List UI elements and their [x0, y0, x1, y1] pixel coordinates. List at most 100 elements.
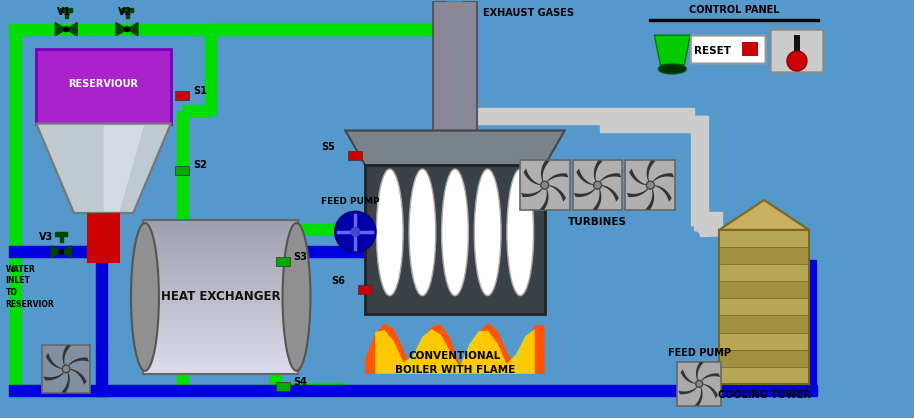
Bar — [275, 257, 290, 266]
Text: TURBINES: TURBINES — [569, 217, 627, 227]
Ellipse shape — [377, 169, 403, 296]
Bar — [600, 116, 699, 132]
Bar — [143, 320, 299, 329]
Polygon shape — [695, 387, 703, 406]
Bar — [366, 165, 545, 314]
Circle shape — [62, 365, 70, 373]
Bar — [719, 281, 809, 299]
Bar — [358, 285, 372, 294]
Bar — [143, 351, 299, 359]
Bar — [143, 220, 299, 229]
Polygon shape — [541, 161, 550, 181]
Polygon shape — [62, 345, 71, 365]
Bar — [677, 362, 721, 406]
Polygon shape — [66, 23, 77, 36]
Text: V3: V3 — [39, 232, 53, 242]
Bar — [143, 289, 299, 298]
Bar — [206, 29, 217, 114]
Text: HEAT EXCHANGER: HEAT EXCHANGER — [161, 291, 281, 303]
Bar — [59, 236, 63, 242]
Polygon shape — [51, 246, 61, 257]
Bar — [275, 246, 370, 257]
Bar — [143, 258, 299, 267]
Polygon shape — [627, 189, 648, 197]
Bar — [719, 230, 809, 247]
Bar — [143, 328, 299, 336]
Text: S2: S2 — [193, 160, 207, 170]
Circle shape — [696, 380, 703, 387]
Bar — [143, 266, 299, 275]
Bar — [719, 230, 809, 384]
Bar — [143, 359, 299, 367]
Ellipse shape — [409, 169, 436, 296]
Bar — [719, 316, 809, 333]
Bar — [183, 224, 282, 235]
Bar — [65, 12, 68, 18]
Polygon shape — [600, 173, 622, 182]
Text: RESET: RESET — [694, 46, 730, 56]
Text: S1: S1 — [193, 86, 207, 96]
Bar — [9, 24, 458, 35]
Bar — [742, 42, 758, 56]
Polygon shape — [646, 161, 655, 181]
Bar — [719, 332, 809, 350]
Ellipse shape — [658, 64, 686, 74]
Polygon shape — [127, 23, 138, 36]
Circle shape — [541, 181, 548, 189]
Bar — [650, 19, 819, 21]
Bar — [691, 116, 707, 225]
Text: FEED PUMP: FEED PUMP — [321, 197, 379, 206]
FancyBboxPatch shape — [691, 36, 766, 64]
Polygon shape — [69, 357, 89, 366]
Bar — [143, 305, 299, 314]
Circle shape — [59, 250, 63, 254]
Bar — [143, 297, 299, 306]
Bar — [9, 246, 114, 257]
Polygon shape — [577, 168, 593, 185]
Bar — [143, 243, 299, 252]
Bar — [121, 8, 133, 12]
Polygon shape — [376, 329, 535, 374]
Circle shape — [335, 212, 376, 252]
Circle shape — [124, 27, 130, 32]
Polygon shape — [116, 23, 127, 36]
Polygon shape — [103, 125, 143, 211]
Bar — [275, 224, 356, 235]
Bar — [143, 335, 299, 344]
Polygon shape — [696, 362, 704, 380]
Bar — [625, 161, 675, 210]
Polygon shape — [653, 173, 675, 182]
Bar — [10, 29, 21, 397]
Bar — [9, 385, 283, 396]
Bar — [719, 349, 809, 367]
Bar — [125, 12, 129, 18]
Polygon shape — [629, 168, 646, 185]
Text: CONTROL PANEL: CONTROL PANEL — [689, 5, 780, 15]
Text: COOLING TOWER: COOLING TOWER — [717, 390, 811, 400]
Bar — [55, 232, 68, 236]
Polygon shape — [443, 0, 467, 1]
Circle shape — [593, 181, 601, 189]
Polygon shape — [37, 124, 171, 213]
Bar — [88, 213, 120, 263]
Bar — [695, 212, 722, 228]
Polygon shape — [46, 353, 62, 369]
Text: EXHAUST GASES: EXHAUST GASES — [483, 8, 574, 18]
Polygon shape — [654, 35, 690, 65]
Ellipse shape — [441, 169, 468, 296]
Bar — [143, 251, 299, 260]
Bar — [719, 298, 809, 316]
Bar — [175, 91, 189, 100]
Ellipse shape — [474, 169, 501, 296]
Bar — [275, 382, 290, 391]
FancyBboxPatch shape — [771, 30, 824, 72]
Text: S5: S5 — [322, 143, 335, 153]
Bar — [177, 111, 188, 394]
Circle shape — [64, 27, 69, 32]
Bar — [183, 105, 213, 116]
Bar — [719, 367, 809, 384]
Text: FEED PUMP: FEED PUMP — [668, 348, 731, 358]
Bar — [143, 220, 299, 374]
Text: V2: V2 — [118, 7, 133, 17]
Text: RESERVIOUR: RESERVIOUR — [69, 79, 139, 89]
